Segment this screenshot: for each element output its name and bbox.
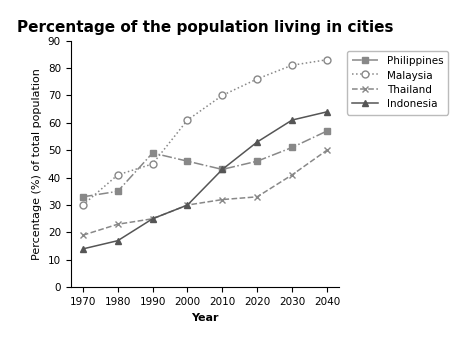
Malaysia [324, 58, 330, 62]
Indonesia [219, 167, 225, 171]
Malaysia [150, 162, 155, 166]
Indonesia [254, 140, 260, 144]
Philippines [289, 145, 295, 149]
Thailand [289, 173, 295, 177]
Indonesia [150, 217, 155, 221]
Philippines [185, 159, 190, 163]
Thailand [80, 233, 86, 237]
Malaysia [80, 203, 86, 207]
Malaysia [115, 173, 121, 177]
Philippines [219, 167, 225, 171]
Malaysia [185, 118, 190, 122]
Philippines [254, 159, 260, 163]
Thailand [115, 222, 121, 226]
Thailand [324, 148, 330, 152]
Thailand [150, 217, 155, 221]
Line: Indonesia: Indonesia [80, 108, 330, 252]
Line: Malaysia: Malaysia [80, 56, 330, 209]
Philippines [150, 151, 155, 155]
Legend: Philippines, Malaysia, Thailand, Indonesia: Philippines, Malaysia, Thailand, Indones… [347, 51, 448, 115]
Y-axis label: Percentage (%) of total population: Percentage (%) of total population [32, 68, 42, 260]
Title: Percentage of the population living in cities: Percentage of the population living in c… [16, 20, 393, 35]
Indonesia [324, 110, 330, 114]
Malaysia [219, 93, 225, 97]
Indonesia [115, 239, 121, 243]
Indonesia [289, 118, 295, 122]
Philippines [80, 195, 86, 199]
X-axis label: Year: Year [191, 313, 219, 322]
Philippines [324, 129, 330, 133]
Line: Thailand: Thailand [80, 147, 330, 239]
Thailand [185, 203, 190, 207]
Thailand [219, 197, 225, 201]
Philippines [115, 189, 121, 193]
Line: Philippines: Philippines [80, 128, 330, 200]
Indonesia [185, 203, 190, 207]
Malaysia [289, 63, 295, 67]
Thailand [254, 195, 260, 199]
Indonesia [80, 247, 86, 251]
Malaysia [254, 77, 260, 81]
